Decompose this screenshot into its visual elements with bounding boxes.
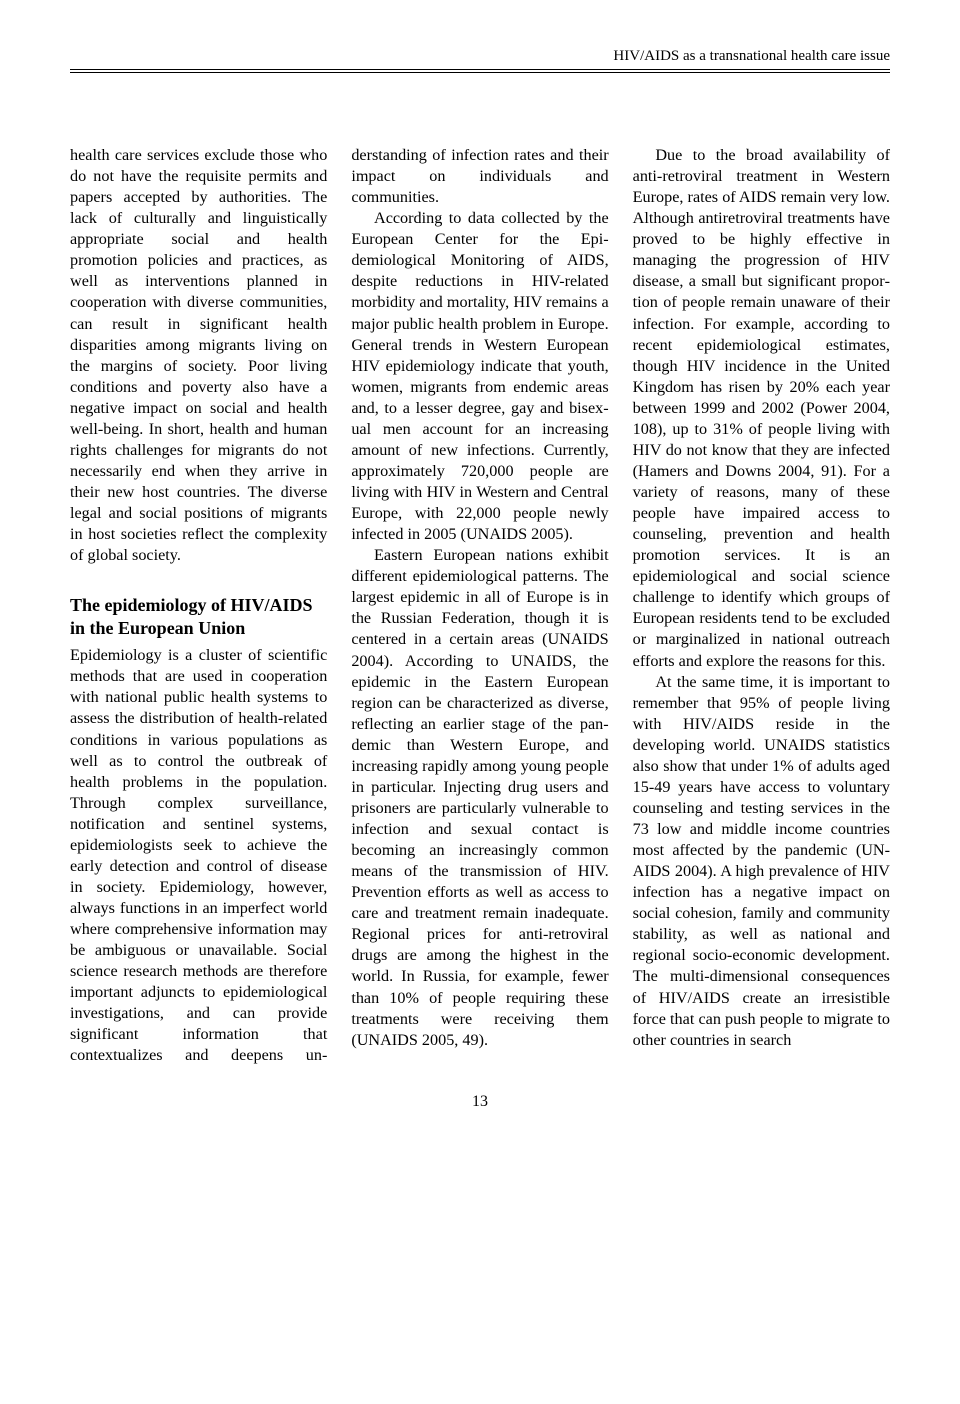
- body-paragraph: At the same time, it is impor­tant to re…: [633, 672, 890, 1051]
- body-paragraph: Due to the broad availabil­ity of anti-r…: [633, 145, 890, 672]
- header-rule-bottom: [70, 72, 890, 73]
- page-number: 13: [70, 1093, 890, 1111]
- body-paragraph: Eastern European nations ex­hibit differ…: [351, 545, 608, 1051]
- body-paragraph: health care services exclude those who d…: [70, 145, 327, 566]
- body-columns: health care services exclude those who d…: [70, 145, 890, 1067]
- page: HIV/AIDS as a transnational health care …: [0, 0, 960, 1404]
- header-rule-top: [70, 69, 890, 70]
- running-head: HIV/AIDS as a transnational health care …: [70, 48, 890, 65]
- section-heading: The epidemiology of HIV/AIDS in the Euro…: [70, 594, 327, 639]
- body-paragraph: According to data collected by the Europ…: [351, 208, 608, 545]
